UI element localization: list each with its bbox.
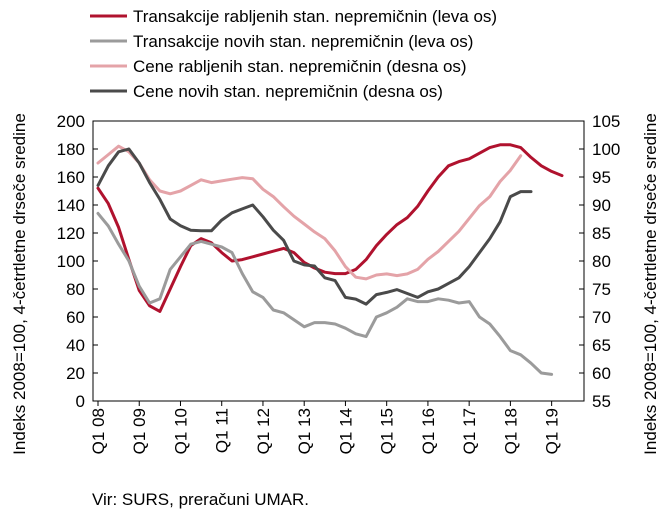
left-tick-label: 160 [57,168,85,187]
legend-label: Transakcije novih stan. nepremičnin (lev… [133,32,473,51]
left-tick-label: 0 [76,392,85,411]
left-tick-label: 60 [66,308,85,327]
right-tick-label: 90 [592,196,611,215]
right-tick-label: 85 [592,224,611,243]
right-axis-ticks: 55 60 65 70 75 80 85 90 95 100 105 [579,112,620,411]
x-tick-label: Q1 16 [419,408,438,454]
left-tick-label: 100 [57,252,85,271]
right-tick-label: 75 [592,280,611,299]
left-tick-label: 200 [57,112,85,131]
axes [93,121,584,401]
legend-label: Transakcije rabljenih stan. nepremičnin … [133,7,497,26]
right-tick-label: 100 [592,140,620,159]
right-tick-label: 70 [592,308,611,327]
x-tick-label: Q1 19 [543,408,562,454]
series-line-0 [98,145,562,312]
legend-label: Cene rabljenih stan. nepremičnin (desna … [133,57,467,76]
x-axis-ticks: Q1 08 Q1 09 Q1 10 Q1 11 Q1 12 Q1 13 Q1 14 Q1 15… [89,401,562,454]
x-tick-label: Q1 09 [130,408,149,454]
left-tick-label: 40 [66,336,85,355]
right-axis-title: Indeks 2008=100, 4-četrtletne drseče sre… [641,113,660,455]
series-layer [98,145,562,375]
left-axis-title: Indeks 2008=100, 4-četrtletne drseče sre… [10,113,29,455]
right-tick-label: 95 [592,168,611,187]
x-tick-label: Q1 15 [378,408,397,454]
source-note: Vir: SURS, preračuni UMAR. [92,490,309,510]
left-tick-label: 80 [66,280,85,299]
x-tick-label: Q1 12 [254,408,273,454]
series-line-3 [98,149,531,304]
legend: Transakcije rabljenih stan. nepremičnin … [90,7,497,101]
x-tick-label: Q1 11 [213,408,232,453]
left-tick-label: 120 [57,224,85,243]
left-axis-ticks: 0 20 40 60 80 100 120 140 160 180 200 [57,112,98,411]
x-tick-label: Q1 10 [171,408,190,454]
right-tick-label: 55 [592,392,611,411]
x-tick-label: Q1 17 [460,408,479,454]
right-tick-label: 65 [592,336,611,355]
x-tick-label: Q1 08 [89,408,108,454]
legend-label: Cene novih stan. nepremičnin (desna os) [133,82,443,101]
x-tick-label: Q1 14 [336,408,355,454]
left-tick-label: 180 [57,140,85,159]
left-tick-label: 140 [57,196,85,215]
left-tick-label: 20 [66,364,85,383]
series-line-2 [98,146,521,279]
x-tick-label: Q1 18 [501,408,520,454]
right-tick-label: 80 [592,252,611,271]
x-tick-label: Q1 13 [295,408,314,454]
right-tick-label: 105 [592,112,620,131]
right-tick-label: 60 [592,364,611,383]
plot-frame [93,121,584,401]
